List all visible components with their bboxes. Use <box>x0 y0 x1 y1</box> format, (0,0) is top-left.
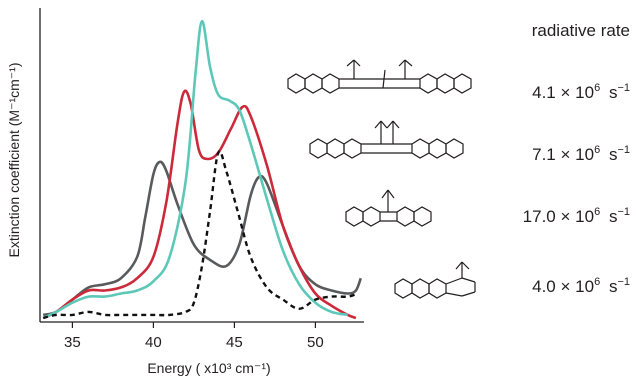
rate-times: × <box>561 207 571 226</box>
rate-exponent: 6 <box>594 144 600 156</box>
x-tick-label: 50 <box>307 334 324 351</box>
axes <box>39 8 364 323</box>
svg-text:4.0 × 106 s−: 4.0 × 106 s−1 <box>532 270 630 296</box>
rate-times: × <box>561 83 571 102</box>
rate-unit: s <box>609 83 618 102</box>
series-line-3 <box>42 19 349 320</box>
y-axis-label: Extinction coefficient (M⁻¹cm⁻¹) <box>6 62 22 257</box>
molecule-structure-2 <box>309 120 464 159</box>
x-tick-label: 35 <box>64 334 81 351</box>
rate-base: 10 <box>575 83 594 102</box>
rate-mantissa: 17.0 <box>523 207 556 226</box>
rate-unit-exponent: −1 <box>617 144 630 156</box>
svg-text:4.1 × 106 s−: 4.1 × 106 s−1 <box>532 76 630 102</box>
molecule-structure-1 <box>287 59 472 94</box>
x-ticks: 35 40 45 50 <box>64 322 324 351</box>
rate-exponent: 6 <box>594 276 600 288</box>
rate-base: 10 <box>575 207 594 226</box>
rate-times: × <box>561 277 571 296</box>
molecule-structure-4 <box>394 261 476 299</box>
rate-mantissa: 4.1 <box>532 83 556 102</box>
rate-unit-exponent: −1 <box>617 206 630 218</box>
series-line-4 <box>42 150 358 320</box>
rate-times: × <box>561 145 571 164</box>
rate-unit: s <box>609 145 618 164</box>
x-axis-label: Energy ( x10³ cm⁻¹) <box>147 360 270 376</box>
rate-base: 10 <box>575 277 594 296</box>
x-tick-label: 45 <box>226 334 243 351</box>
rate-exponent: 6 <box>594 82 600 94</box>
svg-text:7.1 × 106 s−: 7.1 × 106 s−1 <box>532 138 630 164</box>
molecule-structure-3 <box>345 189 432 227</box>
svg-text:17.0 × 106 s: 17.0 × 106 s−1 <box>523 200 630 226</box>
rate-row: 7.1 × 106 s−1 <box>532 138 630 164</box>
rate-mantissa: 7.1 <box>532 145 556 164</box>
rate-row: 17.0 × 106 s−1 <box>523 200 630 226</box>
rate-unit-exponent: −1 <box>617 82 630 94</box>
rate-mantissa: 4.0 <box>532 277 556 296</box>
series-layer <box>42 19 363 320</box>
rate-unit: s <box>609 207 618 226</box>
series-line-2 <box>42 89 357 320</box>
radiative-rate-header: radiative rate <box>532 21 630 40</box>
rate-unit: s <box>609 277 618 296</box>
x-tick-label: 40 <box>145 334 162 351</box>
rate-row: 4.1 × 106 s−1 <box>532 76 630 102</box>
rate-unit-exponent: −1 <box>617 276 630 288</box>
rate-base: 10 <box>575 145 594 164</box>
rate-row: 4.0 × 106 s−1 <box>532 270 630 296</box>
rate-exponent: 6 <box>594 206 600 218</box>
series-line-1 <box>42 160 363 317</box>
